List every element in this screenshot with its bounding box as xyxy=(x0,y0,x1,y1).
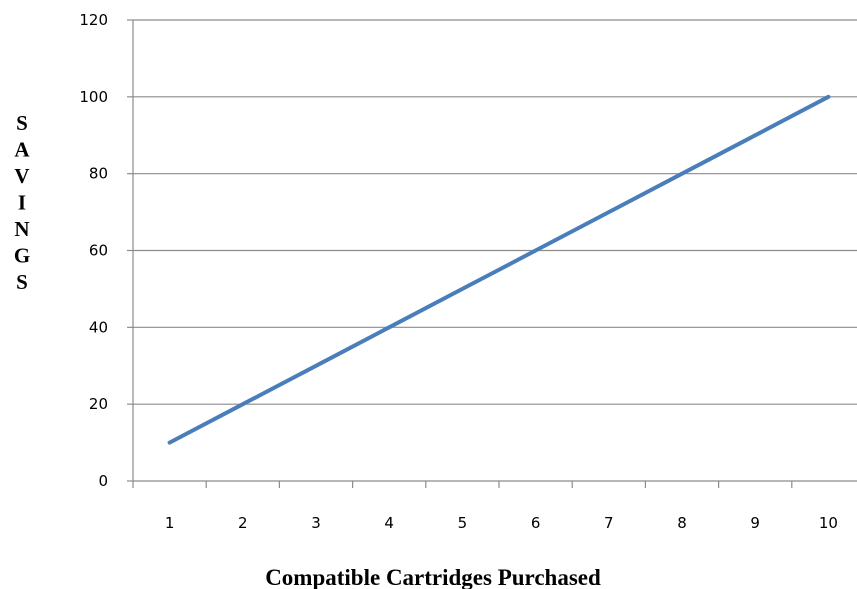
y-tick-label: 100 xyxy=(79,88,108,106)
y-tick-label: 0 xyxy=(98,472,108,490)
x-tick-label: 3 xyxy=(311,514,321,532)
x-tick-label: 4 xyxy=(384,514,394,532)
y-tick-label: 40 xyxy=(89,318,108,336)
gridlines xyxy=(133,19,857,405)
series-layer xyxy=(167,94,831,445)
y-axis-title-letter: V xyxy=(14,164,29,188)
y-tick-label: 120 xyxy=(79,11,108,29)
y-axis-title-letter: I xyxy=(18,191,26,215)
y-axis-title-letter: S xyxy=(16,270,28,294)
x-tick-label: 1 xyxy=(165,514,175,532)
x-axis-title: Compatible Cartridges Purchased xyxy=(265,565,601,589)
x-tick-label: 2 xyxy=(238,514,248,532)
x-tick-label: 9 xyxy=(750,514,760,532)
y-tick-label: 80 xyxy=(89,165,108,183)
x-tick-label: 8 xyxy=(677,514,687,532)
x-tick-label: 10 xyxy=(819,514,838,532)
y-axis-title-letter: G xyxy=(14,244,30,268)
x-tick-label: 5 xyxy=(458,514,468,532)
y-axis-title-letter: N xyxy=(14,217,29,241)
y-axis-title-letter: A xyxy=(14,138,30,162)
y-tick-labels: 0 20 40 60 80 100 120 xyxy=(79,11,108,490)
x-tick-labels: 1 2 3 4 5 6 7 8 9 10 xyxy=(165,514,838,532)
y-tick-label: 20 xyxy=(89,395,108,413)
y-axis-title-letter: S xyxy=(16,111,28,135)
x-tick-label: 6 xyxy=(531,514,541,532)
axes xyxy=(127,19,857,488)
series-line xyxy=(167,94,831,445)
y-tick-label: 60 xyxy=(89,242,108,260)
x-tick-label: 7 xyxy=(604,514,614,532)
